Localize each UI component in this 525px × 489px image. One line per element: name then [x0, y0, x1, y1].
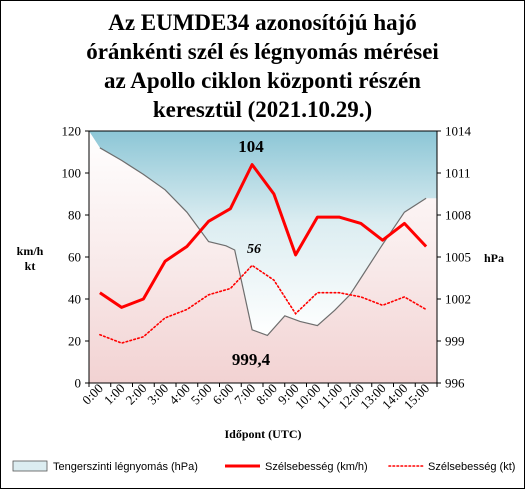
left-tick-label: 60	[68, 250, 81, 265]
left-tick-label: 120	[62, 124, 82, 139]
x-tick-label: 8:00	[253, 381, 280, 408]
x-tick-label: 5:00	[188, 381, 215, 408]
title-line-2: óránkénti szél és légnyomás mérései	[86, 39, 439, 64]
left-tick-label: 80	[68, 208, 81, 223]
annotation-max-kt: 56	[247, 242, 261, 257]
legend-label-pressure: Tengerszinti légnyomás (hPa)	[53, 461, 198, 473]
chart-title: Az EUMDE34 azonosítójú hajó óránkénti sz…	[0, 8, 525, 124]
pressure-line	[99, 147, 427, 337]
right-tick-label: 1005	[445, 250, 471, 265]
x-tick-label: 7:00	[231, 381, 258, 408]
legend-label-wind-kt: Szélsebesség (kt)	[428, 461, 515, 473]
x-tick-label: 3:00	[144, 381, 171, 408]
right-tick-label: 1008	[445, 208, 471, 223]
annotation-max-kmh: 104	[238, 137, 264, 156]
x-tick-label: 0:00	[79, 381, 106, 408]
left-tick-label: 20	[68, 334, 81, 349]
y-left-label-unit-kt: kt	[25, 259, 36, 273]
y-right-label: hPa	[484, 251, 504, 265]
annotation-min-pressure: 999,4	[232, 350, 271, 369]
right-tick-label: 1011	[445, 166, 471, 181]
pressure-area	[89, 131, 437, 336]
x-axis-label: Időpont (UTC)	[224, 427, 301, 441]
left-tick-label: 0	[75, 376, 82, 391]
x-tick-label: 4:00	[166, 381, 193, 408]
right-tick-label: 996	[445, 376, 465, 391]
title-line-3: az Apollo ciklon központi részén	[104, 68, 421, 93]
legend-swatch-pressure	[12, 460, 48, 472]
y-left-label-unit-kmh: km/h	[17, 244, 44, 258]
x-tick-label: 6:00	[210, 381, 237, 408]
left-tick-label: 40	[68, 292, 81, 307]
legend-label-wind-kmh: Szélsebesség (km/h)	[265, 461, 368, 473]
right-tick-label: 999	[445, 334, 465, 349]
right-tick-label: 1002	[445, 292, 471, 307]
x-tick-label: 15:00	[401, 381, 433, 413]
title-line-1: Az EUMDE34 azonosítójú hajó	[108, 10, 417, 35]
wind-kmh-line	[99, 163, 428, 309]
title-line-4: keresztül (2021.10.29.)	[152, 97, 373, 122]
x-tick-label: 1:00	[101, 381, 128, 408]
right-tick-label: 1014	[445, 124, 472, 139]
left-tick-label: 100	[62, 166, 82, 181]
x-tick-label: 2:00	[123, 381, 150, 408]
wind-kt-line	[99, 264, 427, 344]
